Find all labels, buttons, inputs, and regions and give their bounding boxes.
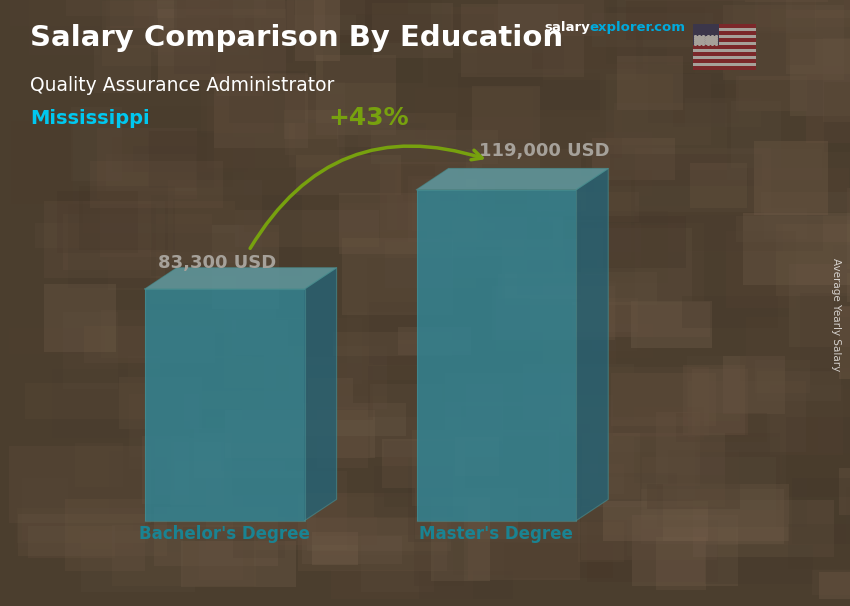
Bar (693, 24, 756, 28)
Bar (693, 66, 756, 70)
Polygon shape (304, 268, 337, 521)
Bar (693, 42, 756, 45)
Text: Mississippi: Mississippi (30, 109, 150, 128)
Bar (693, 62, 756, 66)
Bar (693, 52, 756, 56)
Bar (693, 48, 756, 52)
Polygon shape (144, 289, 304, 521)
Text: Bachelor's Degree: Bachelor's Degree (139, 525, 310, 543)
Text: explorer: explorer (589, 21, 652, 34)
Bar (693, 59, 756, 62)
Polygon shape (416, 190, 576, 521)
Text: Master's Degree: Master's Degree (419, 525, 574, 543)
Bar (693, 32, 756, 35)
Polygon shape (144, 268, 337, 289)
Polygon shape (576, 168, 609, 521)
Bar (693, 35, 756, 38)
Text: 83,300 USD: 83,300 USD (157, 254, 276, 272)
Text: .com: .com (649, 21, 685, 34)
Polygon shape (416, 168, 609, 190)
Bar (693, 56, 756, 59)
Text: Average Yearly Salary: Average Yearly Salary (830, 259, 841, 371)
Text: +43%: +43% (328, 105, 409, 130)
Text: Quality Assurance Administrator: Quality Assurance Administrator (30, 76, 334, 95)
Bar (693, 28, 756, 32)
Text: 119,000 USD: 119,000 USD (479, 142, 609, 160)
Text: Salary Comparison By Education: Salary Comparison By Education (30, 24, 563, 52)
Bar (693, 24, 719, 45)
Bar (693, 45, 756, 48)
Text: salary: salary (544, 21, 590, 34)
Bar (693, 38, 756, 42)
